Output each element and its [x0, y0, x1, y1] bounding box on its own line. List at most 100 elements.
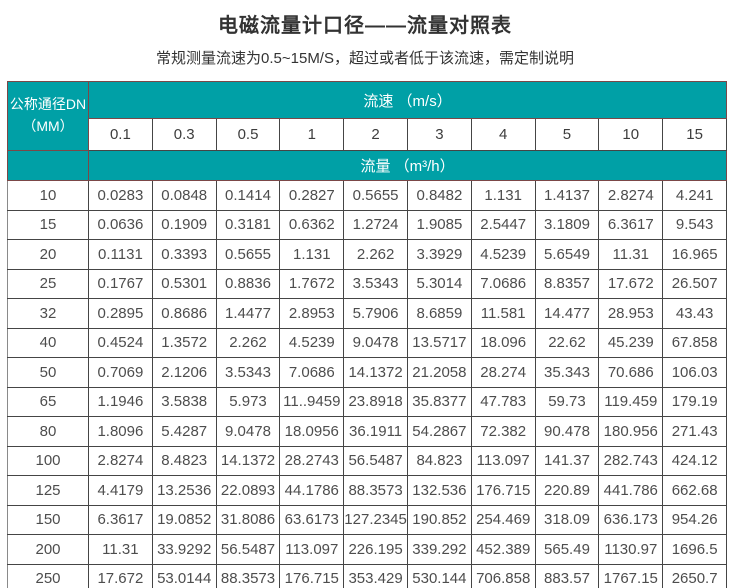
flow-value-cell: 1696.5 — [662, 534, 728, 565]
dn-value-cell: 25 — [7, 268, 89, 299]
flow-value-cell: 3.5343 — [215, 357, 281, 388]
flow-value-cell: 56.5487 — [343, 445, 408, 476]
flow-value-cell: 176.715 — [279, 563, 345, 588]
flow-value-cell: 1.1946 — [88, 386, 153, 417]
flow-value-cell: 6.3617 — [598, 209, 664, 240]
flow-value-cell: 1.131 — [470, 180, 536, 211]
flow-value-cell: 17.672 — [88, 563, 153, 588]
velocity-value-cell: 0.5 — [215, 118, 281, 151]
flow-value-cell: 706.858 — [470, 563, 536, 588]
flow-value-cell: 0.7069 — [88, 357, 153, 388]
flow-value-cell: 88.3573 — [343, 475, 408, 506]
flow-value-cell: 1.2724 — [343, 209, 408, 240]
flow-value-cell: 113.097 — [279, 534, 345, 565]
flow-value-cell: 47.783 — [470, 386, 536, 417]
flow-value-cell: 33.9292 — [151, 534, 217, 565]
flow-value-cell: 5.6549 — [534, 239, 600, 270]
flow-value-cell: 28.274 — [470, 357, 536, 388]
velocity-value-cell: 2 — [343, 118, 408, 151]
flow-value-cell: 1.4137 — [534, 180, 600, 211]
flow-value-cell: 106.03 — [662, 357, 728, 388]
velocity-unit-header: 流速 （m/s） — [87, 81, 728, 119]
flow-value-cell: 452.389 — [470, 534, 536, 565]
dn-value-cell: 10 — [7, 180, 89, 211]
header-row-flow-band: 流量 （m³/h） — [7, 150, 728, 181]
flow-value-cell: 22.62 — [534, 327, 600, 358]
flow-value-cell: 226.195 — [343, 534, 408, 565]
flow-value-cell: 1130.97 — [598, 534, 664, 565]
flow-value-cell: 11.581 — [470, 298, 536, 329]
flow-value-cell: 0.5301 — [151, 268, 217, 299]
flow-value-cell: 190.852 — [406, 504, 472, 535]
flow-value-cell: 35.343 — [534, 357, 600, 388]
flow-value-cell: 132.536 — [406, 475, 472, 506]
flow-value-cell: 0.1909 — [151, 209, 217, 240]
flow-value-cell: 0.2895 — [88, 298, 153, 329]
flow-value-cell: 0.8836 — [215, 268, 281, 299]
flow-value-cell: 271.43 — [662, 416, 728, 447]
flow-value-cell: 662.68 — [662, 475, 728, 506]
flow-value-cell: 1.9085 — [406, 209, 472, 240]
flow-value-cell: 16.965 — [662, 239, 728, 270]
flow-value-cell: 4.4179 — [88, 475, 153, 506]
flow-value-cell: 23.8918 — [343, 386, 408, 417]
velocity-value-cell: 5 — [534, 118, 600, 151]
flow-value-cell: 1.131 — [279, 239, 345, 270]
flow-value-cell: 63.6173 — [279, 504, 345, 535]
flow-value-cell: 6.3617 — [88, 504, 153, 535]
header-row-velocity-band: 公称通径DN （MM） 流速 （m/s） — [7, 81, 728, 151]
velocity-value-cell: 1 — [279, 118, 345, 151]
table-row: 80 1.8096 5.4287 9.0478 18.0956 36.1911 54.286… — [7, 416, 728, 447]
flow-value-cell: 2.5447 — [470, 209, 536, 240]
flow-value-cell: 0.2827 — [279, 180, 345, 211]
dn-value-cell: 40 — [7, 327, 89, 358]
flow-value-cell: 18.096 — [470, 327, 536, 358]
page-title: 电磁流量计口径——流量对照表 — [218, 15, 512, 37]
flow-value-cell: 127.2345 — [343, 504, 408, 535]
flow-value-cell: 2.8274 — [598, 180, 664, 211]
flow-value-cell: 1.4477 — [215, 298, 281, 329]
flow-value-cell: 54.2867 — [406, 416, 472, 447]
flow-band-empty-cell — [7, 150, 89, 181]
dn-header-line2: （MM） — [22, 118, 74, 134]
flow-value-cell: 636.173 — [598, 504, 664, 535]
flow-value-cell: 0.1131 — [88, 239, 153, 270]
velocity-value-cell: 0.3 — [151, 118, 217, 151]
flow-value-cell: 3.1809 — [534, 209, 600, 240]
dn-value-cell: 65 — [7, 386, 89, 417]
dn-value-cell: 150 — [7, 504, 89, 535]
flow-value-cell: 13.5717 — [406, 327, 472, 358]
flow-value-cell: 3.5838 — [151, 386, 217, 417]
flow-value-cell: 11..9459 — [279, 386, 345, 417]
header-row-velocity-values: 0.1 0.3 0.5 1 2 3 4 5 10 15 — [8, 118, 728, 151]
flow-value-cell: 2.8274 — [88, 445, 153, 476]
flow-value-cell: 67.858 — [662, 327, 728, 358]
flow-value-cell: 90.478 — [534, 416, 600, 447]
dn-value-cell: 100 — [7, 445, 89, 476]
flow-value-cell: 7.0686 — [470, 268, 536, 299]
flow-value-cell: 1767.15 — [598, 563, 664, 588]
flow-value-cell: 9.543 — [662, 209, 728, 240]
flow-value-cell: 36.1911 — [343, 416, 408, 447]
flow-value-cell: 141.37 — [534, 445, 600, 476]
flow-value-cell: 18.0956 — [279, 416, 345, 447]
flow-value-cell: 179.19 — [662, 386, 728, 417]
flow-value-cell: 441.786 — [598, 475, 664, 506]
flow-value-cell: 43.43 — [662, 298, 728, 329]
flow-value-cell: 4.5239 — [279, 327, 345, 358]
flow-value-cell: 0.1414 — [215, 180, 281, 211]
flow-value-cell: 353.429 — [343, 563, 408, 588]
flow-value-cell: 53.0144 — [151, 563, 217, 588]
flow-value-cell: 0.8686 — [151, 298, 217, 329]
flow-value-cell: 1.3572 — [151, 327, 217, 358]
flow-value-cell: 70.686 — [598, 357, 664, 388]
flow-value-cell: 88.3573 — [215, 563, 281, 588]
flow-value-cell: 22.0893 — [215, 475, 281, 506]
flow-value-cell: 339.292 — [406, 534, 472, 565]
flow-value-cell: 1.7672 — [279, 268, 345, 299]
flow-value-cell: 4.5239 — [470, 239, 536, 270]
flow-value-cell: 1.8096 — [88, 416, 153, 447]
dn-value-cell: 32 — [7, 298, 89, 329]
flow-value-cell: 0.5655 — [343, 180, 408, 211]
flow-value-cell: 8.4823 — [151, 445, 217, 476]
